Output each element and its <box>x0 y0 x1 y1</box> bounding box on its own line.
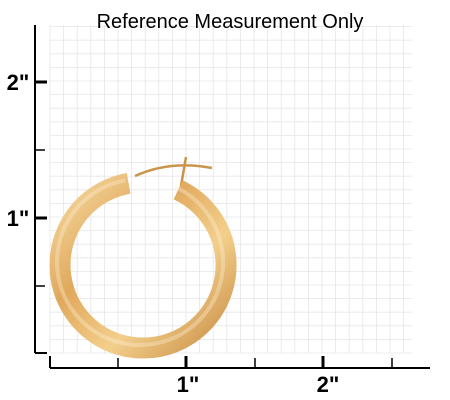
x-label: 2" <box>317 372 340 397</box>
earring <box>49 156 237 359</box>
x-label: 1" <box>177 372 200 397</box>
y-label: 1" <box>7 206 30 231</box>
y-label: 2" <box>7 70 30 95</box>
title: Reference Measurement Only <box>97 11 364 33</box>
